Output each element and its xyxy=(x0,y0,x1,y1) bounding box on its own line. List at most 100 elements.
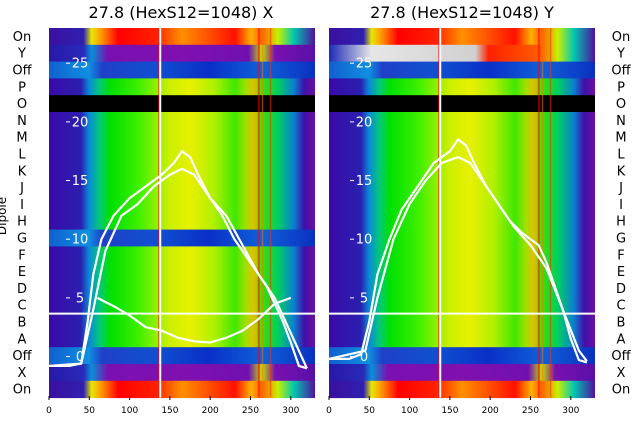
xtick-label: 250 xyxy=(522,406,539,416)
row-label: D xyxy=(17,282,27,297)
heatmap-row-k xyxy=(49,162,315,180)
row-label: H xyxy=(17,215,27,230)
row-label: P xyxy=(18,80,26,95)
row-label: L xyxy=(617,148,625,163)
heatmap-row-on xyxy=(49,28,315,46)
row-label: M xyxy=(615,131,626,146)
row-label: K xyxy=(18,164,27,179)
row-label: Off xyxy=(12,64,32,79)
heatmap-row-d xyxy=(329,280,595,298)
heatmap-row-on xyxy=(329,28,595,46)
row-label: G xyxy=(616,232,626,247)
row-label: P xyxy=(617,80,625,95)
heatmap-streak xyxy=(541,28,544,398)
heatmap-row-i xyxy=(329,196,595,214)
heatmap-streak xyxy=(261,28,264,398)
xtick-label: 150 xyxy=(161,406,178,416)
overlay-series-1 xyxy=(328,156,588,362)
heatmap-row-g xyxy=(49,229,315,247)
heatmap-row-f xyxy=(49,246,315,264)
heatmap-row-c xyxy=(49,296,315,315)
overlay-series-0 xyxy=(49,150,308,370)
row-label: F xyxy=(18,248,25,263)
xtick-label: 200 xyxy=(482,406,499,416)
heatmap-row-o xyxy=(329,95,595,113)
row-label: D xyxy=(616,282,626,297)
heatmap-row-on xyxy=(49,380,315,399)
heatmap-streak xyxy=(537,28,540,398)
overlay-ytick-label: 0 xyxy=(76,350,84,365)
heatmap-row-n xyxy=(329,112,595,130)
heatmap-row-p xyxy=(49,78,315,96)
heatmap-row-j xyxy=(49,179,315,197)
overlay-ytick-label: 25 xyxy=(356,57,373,72)
overlay-ytick-label: 10 xyxy=(72,233,89,248)
heatmap-row-b xyxy=(329,313,595,331)
heatmap-row-off xyxy=(329,347,595,365)
row-label: F xyxy=(617,248,624,263)
heatmap-row-e xyxy=(49,263,315,281)
xtick-label: 0 xyxy=(326,406,332,416)
row-label: A xyxy=(617,332,626,347)
row-label: K xyxy=(617,164,626,179)
overlay-ytick-label: 0 xyxy=(360,350,368,365)
row-label: B xyxy=(18,316,27,331)
row-label: J xyxy=(19,181,24,196)
overlay-ytick-label: 20 xyxy=(356,115,373,130)
heatmap-row-l xyxy=(49,145,315,163)
row-label: C xyxy=(17,299,26,314)
heatmap-row-off xyxy=(49,347,315,365)
heatmap-row-e xyxy=(329,263,595,281)
y-axis-label: Dipole xyxy=(0,197,9,235)
heatmap-row-d xyxy=(49,280,315,298)
overlay-series-1 xyxy=(48,167,308,369)
overlay-ytick-label: 20 xyxy=(72,115,89,130)
row-label: M xyxy=(16,131,27,146)
row-label: Y xyxy=(616,47,625,62)
xtick-label: 100 xyxy=(401,406,418,416)
heatmap-row-h xyxy=(49,212,315,231)
row-label: O xyxy=(616,97,626,112)
row-label: I xyxy=(20,198,24,213)
heatmap-streak xyxy=(257,28,260,398)
overlay-ytick-label: 5 xyxy=(76,291,84,306)
row-label: E xyxy=(18,265,26,280)
heatmap-row-m xyxy=(329,128,595,147)
heatmap-streak xyxy=(158,28,160,398)
row-label: N xyxy=(616,114,626,129)
row-label: G xyxy=(17,232,27,247)
row-label: Off xyxy=(611,64,631,79)
heatmap-streak xyxy=(438,28,440,398)
heatmap-row-h xyxy=(329,212,595,231)
chart-title-left: 27.8 (HexS12=1048) X xyxy=(89,3,274,22)
row-label: O xyxy=(17,97,27,112)
xtick-label: 50 xyxy=(84,406,96,416)
row-label: Off xyxy=(611,349,631,364)
heatmap-row-on xyxy=(329,380,595,399)
row-label: On xyxy=(13,383,31,398)
heatmap-streak xyxy=(549,28,552,398)
xtick-label: 250 xyxy=(242,406,259,416)
heatmap-row-off xyxy=(329,61,595,79)
heatmap-row-n xyxy=(49,112,315,130)
xtick-label: 150 xyxy=(441,406,458,416)
overlay-ytick-label: 25 xyxy=(72,57,89,72)
xtick-label: 300 xyxy=(562,406,579,416)
heatmap-row-c xyxy=(329,296,595,315)
row-label: B xyxy=(617,316,626,331)
xtick-label: 300 xyxy=(282,406,299,416)
row-label: X xyxy=(18,366,27,381)
row-label: A xyxy=(18,332,27,347)
row-label: I xyxy=(619,198,623,213)
row-label: C xyxy=(616,299,625,314)
row-label: E xyxy=(617,265,625,280)
heatmap-row-k xyxy=(329,162,595,180)
heatmap-row-x xyxy=(329,364,595,382)
row-label: H xyxy=(616,215,626,230)
heatmap-row-f xyxy=(329,246,595,264)
row-label: J xyxy=(618,181,623,196)
